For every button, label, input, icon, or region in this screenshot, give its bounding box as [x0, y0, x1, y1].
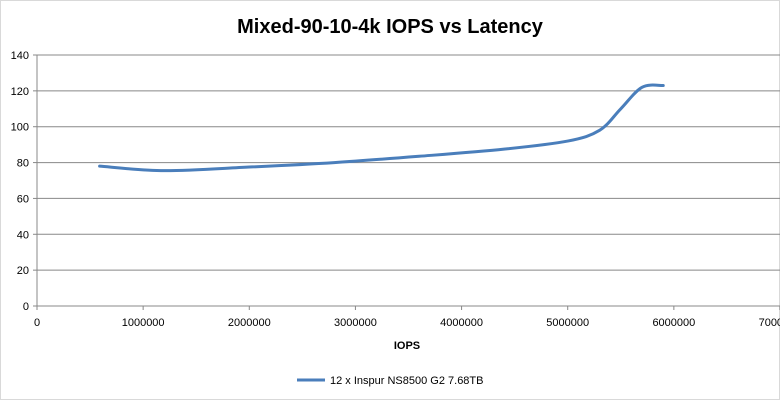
- x-tick-label: 4000000: [440, 317, 483, 329]
- x-tick-label: 1000000: [122, 317, 165, 329]
- y-tick-label: 80: [17, 158, 29, 170]
- y-tick-label: 20: [17, 265, 29, 277]
- x-tick-label: 5000000: [546, 317, 589, 329]
- x-tick-label: 3000000: [334, 317, 377, 329]
- y-tick-label: 120: [11, 86, 29, 98]
- y-tick-label: 140: [11, 50, 29, 62]
- y-tick-labels: 0 20 40 60 80 100 120 140: [11, 50, 29, 313]
- y-tick-label: 0: [23, 301, 29, 313]
- grid-lines: [37, 54, 780, 271]
- x-tick-labels: 0 1000000 2000000 3000000 4000000 5000000 6000…: [34, 317, 780, 329]
- x-tick-label: 7000000: [759, 317, 780, 329]
- axes: [33, 54, 780, 310]
- legend: 12 x Inspur NS8500 G2 7.68TB: [297, 375, 483, 387]
- y-tick-label: 40: [17, 229, 29, 241]
- series-line: [98, 83, 665, 173]
- x-tick-label: 2000000: [228, 317, 271, 329]
- y-tick-label: 60: [17, 193, 29, 205]
- legend-label: 12 x Inspur NS8500 G2 7.68TB: [330, 375, 483, 387]
- series-lines: [98, 83, 665, 173]
- x-tick-label: 0: [34, 317, 40, 329]
- x-axis-label: IOPS: [394, 340, 420, 352]
- x-tick-label: 6000000: [652, 317, 695, 329]
- chart-title: Mixed-90-10-4k IOPS vs Latency: [237, 16, 544, 38]
- y-tick-label: 100: [11, 122, 29, 134]
